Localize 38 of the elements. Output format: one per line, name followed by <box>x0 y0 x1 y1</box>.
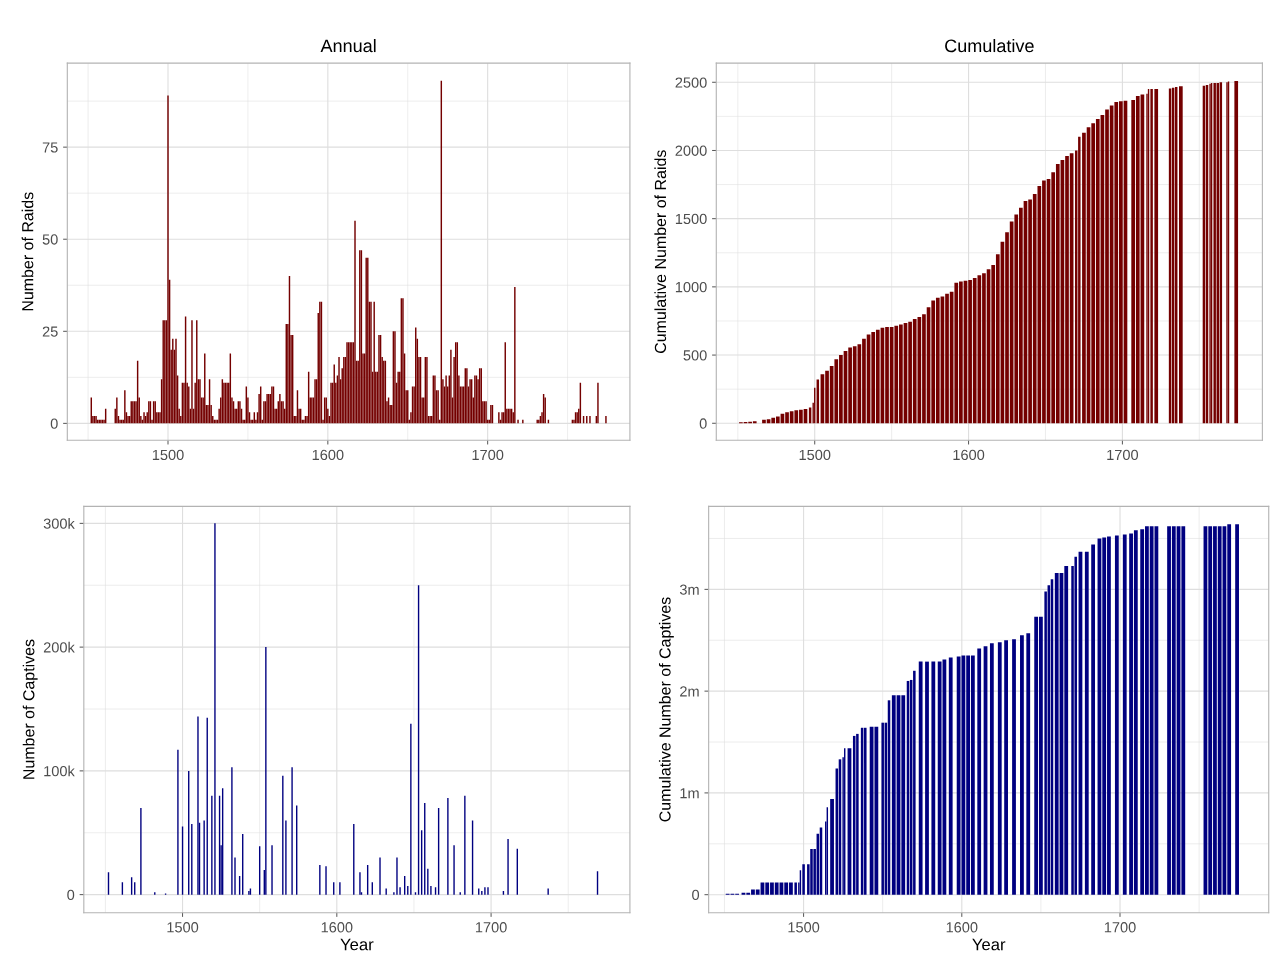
chart-title: Cumulative <box>945 38 1034 53</box>
x-tick-label: 1500 <box>167 922 199 933</box>
y-tick-label: 1m <box>680 788 699 799</box>
x-tick-label: 1600 <box>312 449 344 461</box>
y-tick-label: 500 <box>683 350 707 361</box>
x-tick-label: 1600 <box>953 449 985 461</box>
y-axis-title: Number of Raids <box>21 192 34 311</box>
chart-title: Annual <box>320 38 376 53</box>
x-tick-label: 1500 <box>788 922 820 933</box>
x-tick-label: 1500 <box>152 449 184 461</box>
y-tick-label: 2500 <box>675 77 707 88</box>
y-tick-label: 100k <box>44 765 75 777</box>
x-tick-label: 1700 <box>1104 922 1136 933</box>
x-tick-label: 1700 <box>1107 449 1139 461</box>
y-tick-label: 2m <box>680 686 699 697</box>
y-tick-label: 1500 <box>675 213 707 225</box>
x-axis-title: Year <box>972 938 1006 951</box>
y-tick-label: 0 <box>692 889 700 901</box>
y-tick-label: 300k <box>43 518 75 529</box>
y-tick-label: 3m <box>679 584 699 595</box>
x-tick-label: 1500 <box>799 449 831 461</box>
y-tick-label: 0 <box>67 889 75 901</box>
x-tick-label: 1600 <box>321 922 353 933</box>
x-tick-label: 1700 <box>475 922 507 933</box>
y-tick-label: 1000 <box>675 281 707 293</box>
y-tick-label: 2000 <box>675 145 707 156</box>
y-tick-label: 0 <box>50 418 58 429</box>
y-tick-label: 50 <box>42 234 58 245</box>
x-tick-label: 1700 <box>472 449 504 461</box>
x-tick-label: 1600 <box>946 922 978 933</box>
y-tick-label: 25 <box>42 326 58 337</box>
y-tick-label: 0 <box>699 418 707 429</box>
y-tick-label: 200k <box>43 641 75 653</box>
y-axis-title: Cumulative Number of Captives <box>658 597 674 822</box>
y-axis-title: Cumulative Number of Raids <box>654 150 667 354</box>
x-axis-title: Year <box>340 938 374 951</box>
y-tick-label: 75 <box>42 142 58 153</box>
y-axis-title: Number of Captives <box>22 639 38 779</box>
